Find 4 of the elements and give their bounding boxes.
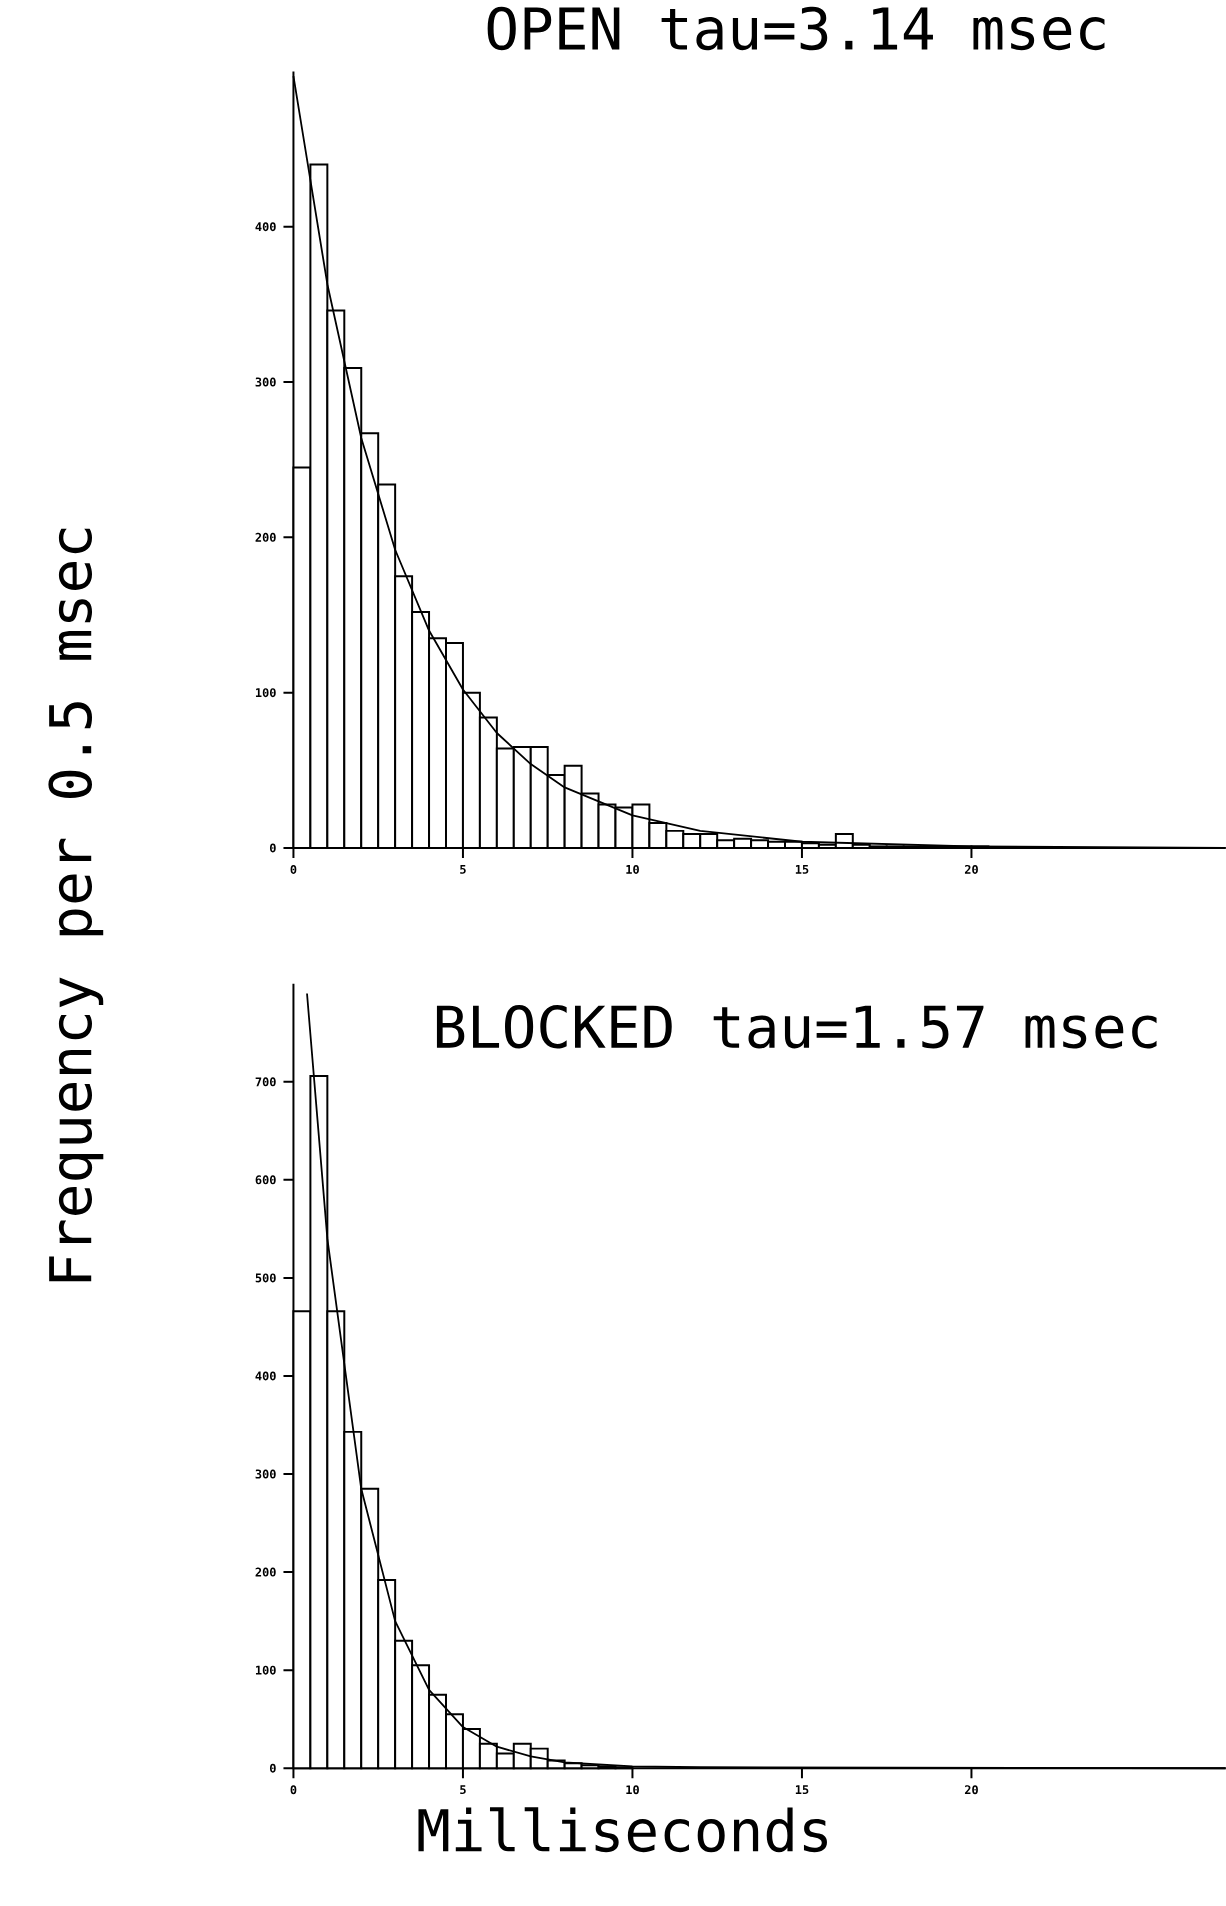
x-axis-title: Milliseconds bbox=[418, 1807, 827, 1853]
y-axis-title: Frequency per 0.5 msec bbox=[48, 528, 103, 1282]
chart-title: BLOCKED tau=1.57 msec bbox=[436, 1004, 1157, 1049]
chart-title: OPEN tau=3.14 msec bbox=[487, 6, 1105, 51]
